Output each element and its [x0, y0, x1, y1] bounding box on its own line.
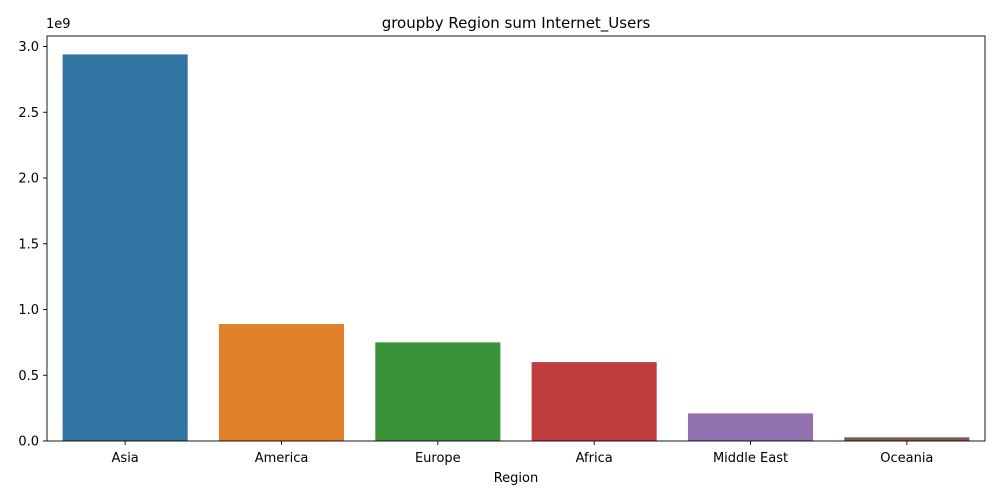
y-tick-label: 2.5 [18, 106, 39, 121]
y-tick-label: 0.5 [18, 369, 39, 384]
y-tick-label: 3.0 [18, 40, 39, 55]
y-tick-label: 2.0 [18, 172, 39, 187]
bar-oceania [844, 437, 970, 441]
bar-middle-east [687, 413, 814, 441]
x-tick-label: Africa [576, 451, 613, 466]
x-tick-label: America [255, 451, 309, 466]
axes-frame [46, 35, 986, 442]
bar-america [218, 323, 345, 441]
chart-title: groupby Region sum Internet_Users [382, 14, 651, 33]
y-tick-label: 1.0 [18, 303, 39, 318]
x-tick-label: Asia [112, 451, 139, 466]
x-axis-label: Region [494, 471, 539, 486]
x-tick-label: Middle East [713, 451, 788, 466]
bar-asia [62, 54, 188, 442]
y-offset-label: 1e9 [46, 17, 71, 32]
bar-europe [375, 342, 501, 441]
y-tick-label: 0.0 [18, 435, 39, 450]
bar-africa [531, 362, 657, 441]
x-tick-label: Europe [415, 451, 461, 466]
y-tick-label: 1.5 [18, 237, 39, 252]
plot-area: 0.0 0.5 1.0 1.5 2.0 2.5 3.0 Asia America Europe Af… [18, 35, 986, 466]
x-tick-label: Oceania [880, 451, 933, 466]
